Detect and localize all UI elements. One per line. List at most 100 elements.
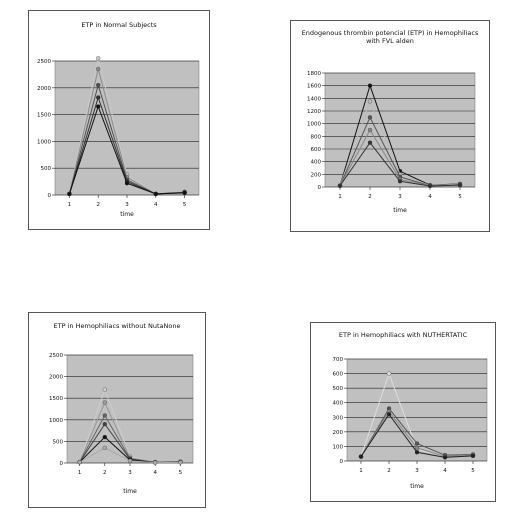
data-point bbox=[96, 82, 101, 88]
data-point bbox=[457, 182, 463, 188]
x-tick-label: 4 bbox=[443, 468, 447, 474]
data-point bbox=[102, 421, 107, 427]
chart-plot: 0 500 1000 1500 2000 2500 1 2 3 4 5 bbox=[49, 353, 194, 476]
chart-plot: 0 500 1000 1500 2000 2500 1 2 3 4 5 bbox=[37, 56, 200, 208]
x-tick-label: 1 bbox=[68, 202, 72, 208]
x-axis-label: time bbox=[393, 207, 407, 214]
chart-plot: 0 200 400 600 800 1000 1200 1400 1600 1800 1 2 3 4 5 bbox=[307, 71, 476, 200]
y-tick-label: 2000 bbox=[37, 86, 51, 92]
y-tick-label: 200 bbox=[311, 172, 322, 178]
x-tick-label: 5 bbox=[471, 468, 475, 474]
data-point bbox=[367, 99, 373, 104]
y-tick-label: 2500 bbox=[37, 59, 51, 65]
chart-panel-1: ETP in Normal Subjects 0 500 1000 1500 2000 2… bbox=[28, 10, 210, 230]
data-point bbox=[414, 441, 420, 446]
x-tick-label: 3 bbox=[398, 194, 402, 200]
y-tick-label: 500 bbox=[53, 439, 64, 445]
y-tick-label: 600 bbox=[333, 372, 344, 378]
y-tick-label: 600 bbox=[311, 147, 322, 153]
plot-area bbox=[66, 354, 194, 464]
chart-title: Endogenous thrombin potencial (ETP) in H… bbox=[301, 29, 479, 45]
y-tick-label: 1000 bbox=[307, 122, 321, 128]
y-tick-label: 0 bbox=[60, 461, 64, 467]
data-point bbox=[427, 183, 433, 189]
y-tick-label: 500 bbox=[41, 166, 52, 172]
data-point bbox=[397, 179, 403, 184]
data-point bbox=[96, 104, 101, 109]
y-tick-label: 2000 bbox=[49, 375, 63, 381]
data-point bbox=[102, 445, 107, 451]
y-tick-label: 100 bbox=[333, 444, 344, 450]
data-point bbox=[102, 400, 107, 405]
y-tick-label: 1000 bbox=[49, 418, 63, 424]
x-tick-label: 3 bbox=[125, 202, 129, 208]
y-tick-label: 1000 bbox=[37, 139, 51, 145]
data-point bbox=[367, 115, 373, 120]
y-tick-label: 1200 bbox=[307, 109, 321, 115]
chart-plot: 0 100 200 300 400 500 600 700 1 2 3 4 5 bbox=[333, 357, 488, 474]
chart-title: ETP in Normal Subjects bbox=[81, 21, 157, 29]
data-point bbox=[96, 66, 101, 72]
data-point bbox=[96, 56, 101, 61]
x-tick-label: 3 bbox=[128, 470, 132, 476]
x-tick-label: 5 bbox=[458, 194, 462, 200]
y-tick-label: 0 bbox=[318, 185, 322, 191]
x-tick-label: 2 bbox=[96, 202, 100, 208]
data-point bbox=[153, 191, 158, 197]
x-axis-label: time bbox=[410, 483, 424, 490]
data-point bbox=[67, 191, 72, 197]
chart-panel-4: ETP in Hemophiliacs with NUTHERTATIC 0 10… bbox=[310, 322, 496, 502]
x-tick-label: 1 bbox=[338, 194, 342, 200]
y-tick-label: 700 bbox=[333, 357, 344, 363]
data-point bbox=[358, 454, 364, 459]
x-tick-label: 5 bbox=[183, 202, 187, 208]
data-point bbox=[96, 95, 101, 100]
y-tick-label: 1400 bbox=[307, 96, 321, 102]
y-tick-label: 400 bbox=[311, 160, 322, 166]
x-tick-label: 4 bbox=[153, 470, 157, 476]
y-tick-label: 500 bbox=[333, 386, 344, 392]
data-point bbox=[414, 445, 420, 451]
x-tick-label: 1 bbox=[359, 468, 363, 474]
x-axis-label: time bbox=[120, 211, 134, 218]
data-point bbox=[153, 460, 158, 465]
data-point bbox=[367, 127, 373, 133]
x-tick-label: 3 bbox=[415, 468, 419, 474]
y-tick-label: 400 bbox=[333, 401, 344, 407]
data-point bbox=[442, 455, 448, 460]
y-tick-label: 200 bbox=[333, 430, 344, 436]
x-tick-label: 4 bbox=[154, 202, 158, 208]
x-tick-label: 2 bbox=[368, 194, 372, 200]
x-axis-label: time bbox=[123, 488, 137, 495]
y-tick-label: 2500 bbox=[49, 353, 63, 359]
data-point bbox=[102, 413, 107, 418]
data-point bbox=[337, 183, 343, 188]
y-tick-label: 300 bbox=[333, 415, 344, 421]
y-tick-label: 800 bbox=[311, 134, 322, 140]
y-tick-label: 1800 bbox=[307, 71, 321, 77]
data-point bbox=[77, 459, 82, 465]
y-tick-label: 1600 bbox=[307, 84, 321, 90]
data-point bbox=[124, 181, 130, 186]
chart-panel-3: ETP in Hemophiliacs without NutaNone 0 50… bbox=[28, 312, 206, 508]
x-tick-label: 2 bbox=[387, 468, 391, 474]
y-tick-label: 1500 bbox=[49, 396, 63, 402]
data-point bbox=[102, 434, 107, 440]
x-tick-label: 4 bbox=[428, 194, 432, 200]
chart-title: ETP in Hemophiliacs with NUTHERTATIC bbox=[338, 331, 468, 339]
chart-title: ETP in Hemophiliacs without NutaNone bbox=[53, 322, 181, 330]
data-point bbox=[367, 83, 373, 88]
y-tick-label: 0 bbox=[48, 193, 52, 199]
x-tick-label: 2 bbox=[103, 470, 107, 476]
data-point bbox=[470, 453, 476, 459]
data-point bbox=[127, 458, 133, 463]
data-point bbox=[182, 190, 187, 196]
data-point bbox=[178, 460, 183, 465]
data-point bbox=[102, 387, 107, 392]
data-point bbox=[386, 371, 392, 376]
data-point bbox=[367, 140, 373, 145]
chart-panel-2: Endogenous thrombin potencial (ETP) in H… bbox=[290, 20, 490, 232]
data-point bbox=[386, 412, 392, 417]
data-point bbox=[414, 450, 420, 455]
y-tick-label: 0 bbox=[340, 459, 344, 465]
